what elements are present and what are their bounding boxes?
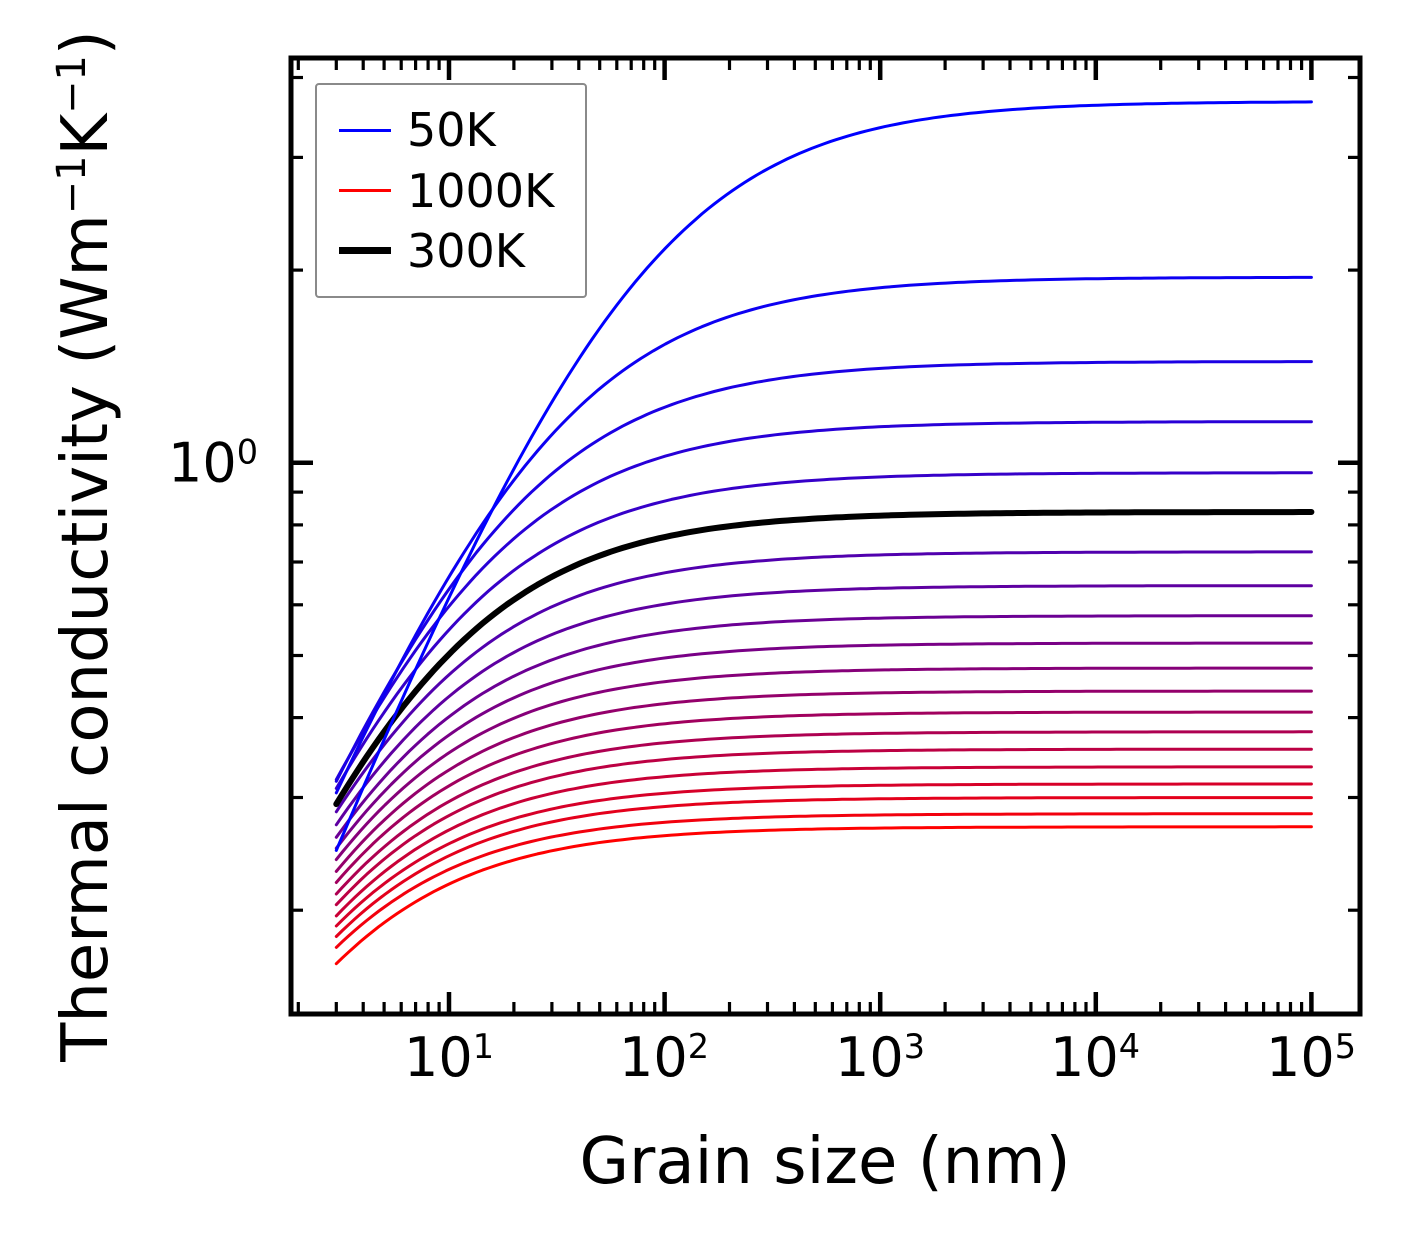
curve-350K (334, 550, 1313, 814)
legend-entry-50K: 50K (317, 107, 585, 153)
curve-1000K (334, 825, 1313, 966)
y-axis-label-text: ) (49, 30, 123, 56)
curve-700K (334, 730, 1313, 896)
curve-650K (334, 710, 1313, 884)
legend-entry-1000K: 1000K (317, 168, 585, 214)
y-axis-label-text: Thermal conductivity (Wm (49, 214, 123, 1062)
legend: 50K 1000K 300K (315, 83, 587, 298)
curve-250K (334, 471, 1313, 790)
legend-label-50K: 50K (407, 103, 496, 158)
y-axis-label: Thermal conductivity (Wm−1K−1) (49, 30, 123, 1062)
x-tick-base: 10 (834, 1026, 904, 1089)
curve-800K (334, 765, 1313, 918)
x-tick-label-10e5: 105 (1266, 1026, 1356, 1089)
plot-frame (288, 55, 1363, 1017)
legend-label-1000K: 1000K (407, 163, 555, 218)
x-tick-label-10e2: 102 (619, 1026, 709, 1089)
curve-450K (334, 614, 1313, 839)
curve-600K (334, 689, 1313, 873)
curve-850K (334, 782, 1313, 928)
legend-entry-300K: 300K (317, 228, 585, 274)
y-axis-label-superscript: −1 (49, 55, 96, 114)
x-tick-base: 10 (403, 1026, 473, 1089)
curve-150K (334, 360, 1313, 783)
curve-400K (334, 584, 1313, 827)
x-tick-exponent: 4 (1118, 1026, 1141, 1066)
curve-950K (334, 812, 1313, 949)
curve-550K (334, 666, 1313, 862)
x-tick-base: 10 (618, 1026, 688, 1089)
x-tick-exponent: 2 (687, 1026, 710, 1066)
curve-200K (334, 420, 1313, 782)
curve-50K (334, 100, 1313, 852)
x-tick-exponent: 1 (472, 1026, 495, 1066)
x-tick-base: 10 (1049, 1026, 1119, 1089)
x-tick-label-10e4: 104 (1050, 1026, 1140, 1089)
curve-500K (334, 641, 1313, 850)
curve-300K (333, 509, 1315, 808)
x-tick-exponent: 5 (1334, 1026, 1357, 1066)
curves (333, 100, 1315, 966)
x-axis-label: Grain size (nm) (579, 1125, 1071, 1199)
x-tick-base: 10 (1265, 1026, 1335, 1089)
legend-line-sample-300K (339, 247, 391, 255)
legend-label-300K: 300K (407, 223, 525, 278)
x-tick-exponent: 3 (903, 1026, 926, 1066)
curve-750K (334, 747, 1313, 907)
y-tick-exponent: 0 (236, 432, 258, 472)
y-tick-base: 10 (167, 431, 237, 495)
x-tick-label-10e3: 103 (835, 1026, 925, 1089)
curve-900K (334, 796, 1313, 938)
y-axis-label-superscript: −1 (49, 155, 96, 215)
x-tick-label-10e1: 101 (404, 1026, 494, 1089)
y-axis-label-text: K (49, 113, 123, 156)
legend-line-sample-50K (339, 128, 391, 132)
legend-line-sample-1000K (339, 188, 391, 193)
y-tick-label-10e0: 100 (168, 432, 258, 495)
